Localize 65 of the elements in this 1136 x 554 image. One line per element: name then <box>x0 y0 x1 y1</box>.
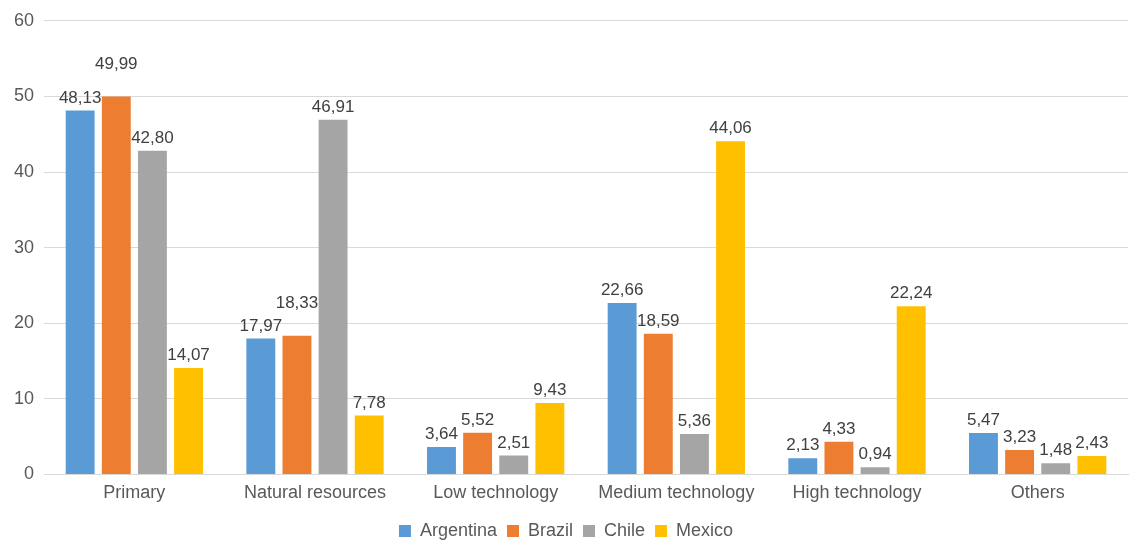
data-label: 2,51 <box>497 432 531 452</box>
bar <box>896 306 926 474</box>
y-tick-label: 0 <box>24 463 35 484</box>
data-label: 44,06 <box>709 118 752 138</box>
data-label: 18,33 <box>275 293 319 313</box>
data-label: 0,94 <box>858 444 892 464</box>
data-label: 5,36 <box>677 411 711 431</box>
bar <box>860 467 890 474</box>
data-label: 5,52 <box>461 409 495 429</box>
bar <box>65 110 95 474</box>
data-label: 18,59 <box>637 311 680 331</box>
bar <box>137 150 167 474</box>
bar <box>318 119 348 474</box>
x-tick-label: Natural resources <box>243 482 387 503</box>
x-tick-label: High technology <box>792 482 922 503</box>
bar <box>354 415 384 474</box>
bar <box>246 338 276 474</box>
bar <box>1077 456 1107 474</box>
data-label: 3,23 <box>1003 427 1037 447</box>
bar <box>969 433 998 474</box>
data-label: 2,43 <box>1075 433 1109 453</box>
bar <box>643 333 673 474</box>
bar <box>1005 449 1035 474</box>
data-label: 3,64 <box>424 424 459 444</box>
data-label: 22,24 <box>889 283 933 303</box>
legend-label: Chile <box>604 519 646 540</box>
bar <box>1041 463 1071 474</box>
bar <box>788 458 818 474</box>
bar <box>679 433 709 474</box>
data-label: 9,43 <box>533 380 567 400</box>
y-tick-label: 30 <box>13 236 35 257</box>
data-label: 5,47 <box>966 410 1001 430</box>
y-tick-label: 60 <box>13 9 35 30</box>
x-tick-label: Others <box>1010 482 1065 503</box>
data-label: 14,07 <box>167 345 210 365</box>
y-tick-label: 20 <box>13 312 35 333</box>
data-label: 49,99 <box>95 53 138 73</box>
bar <box>174 368 204 474</box>
bar <box>716 141 745 474</box>
y-tick-label: 10 <box>13 387 35 408</box>
data-label: 17,97 <box>239 315 283 335</box>
bar <box>535 403 565 474</box>
bar <box>463 432 493 474</box>
data-label: 46,91 <box>311 96 355 116</box>
bar <box>607 303 637 474</box>
x-tick-label: Primary <box>103 482 166 503</box>
data-label: 2,13 <box>786 435 820 455</box>
legend-label: Argentina <box>419 519 498 540</box>
legend-label: Mexico <box>676 519 734 540</box>
data-label: 42,80 <box>131 128 174 148</box>
data-label: 7,78 <box>352 392 386 412</box>
data-label: 4,33 <box>822 418 856 438</box>
data-label: 48,13 <box>58 87 102 107</box>
y-tick-label: 50 <box>13 85 35 106</box>
data-label: 22,66 <box>600 280 644 300</box>
bar <box>101 96 131 474</box>
legend-label: Brazil <box>528 519 574 540</box>
bar <box>824 441 854 474</box>
y-tick-label: 40 <box>13 160 35 181</box>
x-tick-label: Low technology <box>433 482 559 503</box>
bar <box>282 335 312 474</box>
x-tick-label: Medium technology <box>598 482 755 503</box>
data-label: 1,48 <box>1039 440 1073 460</box>
bar <box>427 446 456 474</box>
bar <box>499 455 529 474</box>
